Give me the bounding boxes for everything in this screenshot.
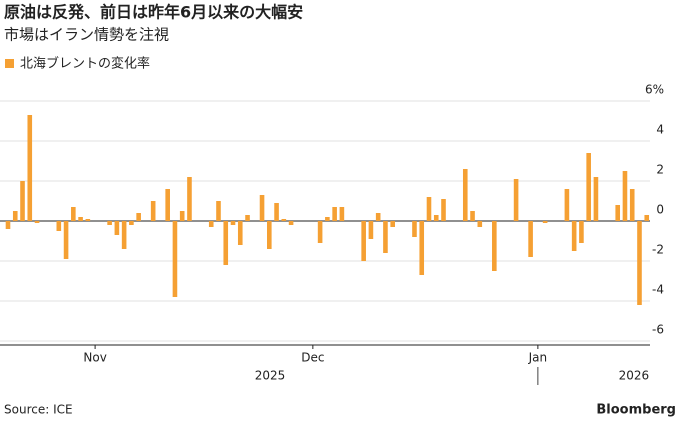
y-tick-label: 2	[656, 163, 664, 177]
bar	[528, 221, 533, 257]
bar	[71, 207, 76, 221]
bar	[637, 221, 642, 305]
bar	[208, 221, 214, 227]
bar	[281, 219, 287, 221]
bar	[412, 221, 417, 237]
bar	[187, 177, 192, 221]
bar	[477, 221, 483, 227]
bar	[56, 221, 62, 231]
y-tick-label: 6%	[645, 83, 664, 97]
year-label: 2025	[255, 369, 286, 383]
bar	[27, 115, 33, 221]
bar	[216, 201, 221, 221]
bar	[586, 153, 591, 221]
bar	[339, 207, 345, 221]
bar	[288, 221, 294, 225]
bar	[179, 211, 185, 221]
chart-title: 原油は反発、前日は昨年6月以来の大幅安	[4, 3, 303, 22]
bar	[114, 221, 120, 235]
y-tick-label: 4	[656, 123, 664, 137]
bar	[223, 221, 229, 265]
bar	[136, 213, 141, 221]
legend-swatch	[5, 59, 14, 68]
bar	[165, 189, 170, 221]
bar	[462, 169, 468, 221]
bar	[5, 221, 11, 229]
source: Source: ICE	[4, 403, 73, 417]
bar	[63, 221, 69, 259]
bar	[267, 221, 272, 249]
bar	[332, 207, 337, 221]
bar	[245, 215, 250, 221]
bar	[419, 221, 425, 275]
bar	[274, 203, 279, 221]
bar	[433, 215, 439, 221]
y-tick-label: 0	[656, 203, 664, 217]
bar	[383, 221, 388, 253]
bar	[593, 177, 599, 221]
x-tick-label: Jan	[528, 351, 548, 365]
bar	[615, 205, 621, 221]
bar	[317, 221, 323, 243]
legend-label: 北海ブレントの変化率	[20, 56, 150, 72]
bar	[230, 221, 236, 225]
bar	[492, 221, 497, 271]
bar	[237, 221, 243, 245]
bar	[622, 171, 628, 221]
y-tick-label: -2	[652, 243, 664, 257]
bar	[150, 201, 156, 221]
bar	[20, 181, 25, 221]
bar	[85, 219, 91, 221]
bar	[325, 217, 330, 221]
bar	[441, 199, 446, 221]
bar	[259, 195, 265, 221]
x-tick-label: Dec	[301, 351, 324, 365]
bar	[390, 221, 395, 227]
bar	[513, 179, 519, 221]
y-tick-label: -4	[652, 283, 664, 297]
bar	[121, 221, 127, 249]
bar	[34, 221, 40, 223]
bar	[629, 189, 635, 221]
bar	[426, 197, 432, 221]
bar	[129, 221, 134, 225]
bar	[542, 221, 548, 223]
bar	[107, 221, 112, 225]
y-tick-label: -6	[652, 323, 664, 337]
bar	[368, 221, 374, 239]
chart-subtitle: 市場はイラン情勢を注視	[4, 26, 169, 44]
bar	[470, 211, 475, 221]
bar	[172, 221, 178, 297]
bar	[644, 215, 650, 221]
bar	[361, 221, 366, 261]
year-label: 2026	[619, 369, 650, 383]
bar	[78, 217, 83, 221]
bar	[564, 189, 570, 221]
bar	[571, 221, 577, 251]
bar	[579, 221, 584, 243]
x-tick-label: Nov	[83, 351, 106, 365]
bar	[12, 211, 18, 221]
bar	[375, 213, 381, 221]
brand: Bloomberg	[596, 403, 676, 418]
